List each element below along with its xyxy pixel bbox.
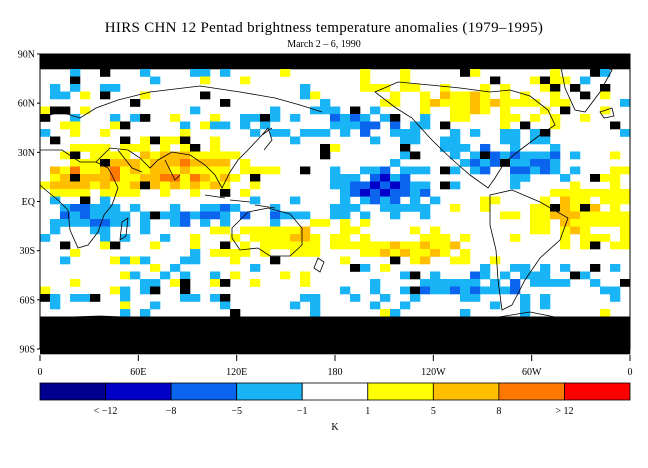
page-subtitle: March 2 – 6, 1990 [287, 39, 361, 50]
colorbar-swatch [498, 382, 565, 401]
lon-tick-label: 0 [38, 367, 43, 378]
lon-tick-label: 60W [522, 367, 542, 378]
colorbar-swatch [432, 382, 500, 401]
colorbar-swatch [564, 382, 631, 401]
lat-tick-label: 90S [19, 345, 35, 356]
latitude-axis: 90N 60N 30N EQ 30S 60S 90S [18, 50, 40, 356]
colorbar-swatch [170, 382, 238, 401]
lat-tick-label: 60S [19, 295, 35, 306]
lat-tick-label: 30S [19, 246, 35, 257]
colorbar-unit-label: K [331, 422, 339, 433]
lon-tick-label: 0 [628, 367, 633, 378]
colorbar-tick-label: −5 [231, 406, 242, 417]
colorbar-swatch [301, 382, 369, 401]
lat-tick-label: 60N [18, 99, 35, 110]
anomaly-field [40, 54, 631, 355]
colorbar-tick-label: 8 [496, 406, 501, 417]
colorbar-swatch [105, 382, 172, 401]
colorbar-tick-label: > 12 [555, 406, 573, 417]
lon-tick-label: 60E [130, 367, 146, 378]
lat-tick-label: EQ [22, 197, 36, 208]
lat-tick-label: 90N [18, 50, 35, 61]
colorbar-swatch [236, 382, 303, 401]
colorbar-tick-label: 1 [365, 406, 370, 417]
coastlines [39, 59, 631, 327]
lon-tick-label: 120W [421, 367, 446, 378]
colorbar-tick-label: −8 [166, 406, 177, 417]
colorbar: < −12 −8 −5 −1 1 5 8 > 12 [39, 382, 631, 417]
lon-tick-label: 180 [328, 367, 343, 378]
colorbar-swatch [367, 382, 434, 401]
lat-tick-label: 30N [18, 148, 35, 159]
colorbar-tick-label: < −12 [94, 406, 118, 417]
lon-tick-label: 120E [226, 367, 247, 378]
colorbar-tick-label: −1 [297, 406, 308, 417]
colorbar-swatch [39, 382, 106, 401]
colorbar-tick-label: 5 [431, 406, 436, 417]
longitude-axis: 0 60E 120E 180 120W 60W 0 [38, 355, 633, 378]
page-title: HIRS CHN 12 Pentad brightness temperatur… [104, 20, 544, 36]
